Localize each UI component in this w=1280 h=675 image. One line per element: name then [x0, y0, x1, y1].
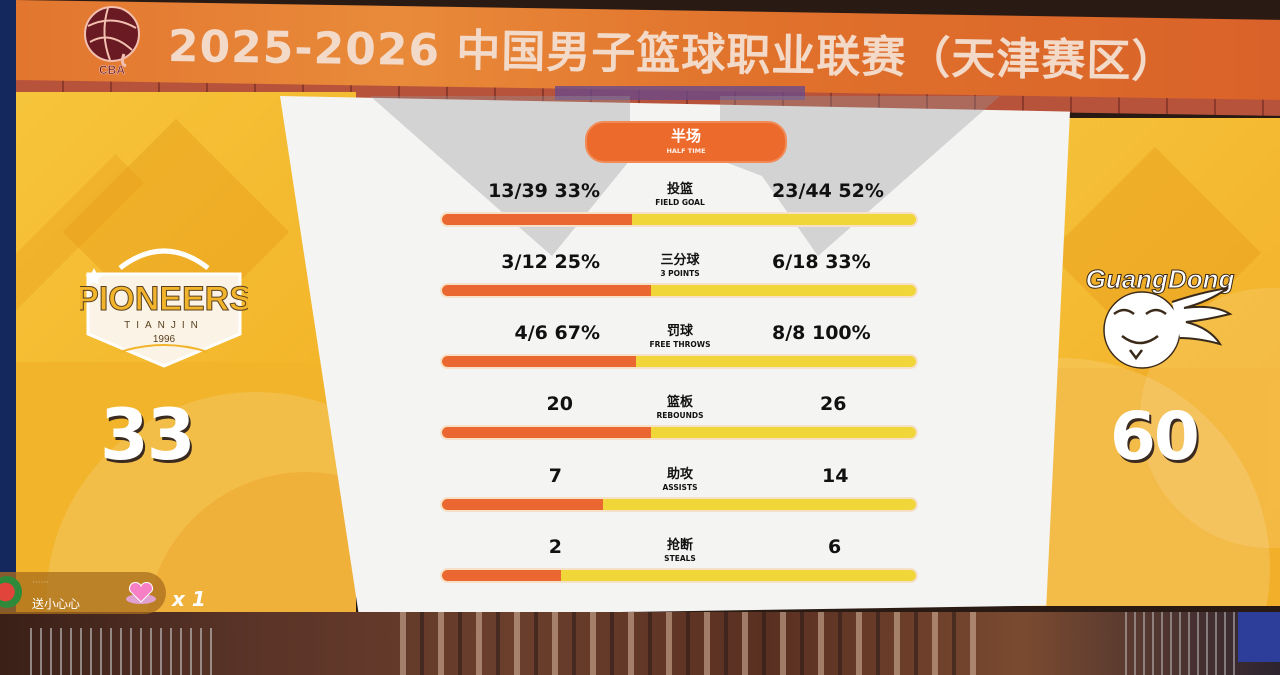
svg-text:PIONEERS: PIONEERS: [80, 280, 248, 318]
gift-username: ······: [32, 578, 50, 588]
away-stat-value: 8/8 100%: [772, 322, 871, 344]
comparison-bar: [442, 427, 916, 438]
comparison-bar: [442, 214, 916, 225]
home-bar-fill: [442, 356, 637, 367]
home-score: 33: [100, 394, 195, 476]
home-bar-fill: [442, 214, 632, 225]
bench-players-photo: [400, 612, 990, 675]
heart-gift-icon: [126, 581, 156, 604]
period-label-en: HALF TIME: [666, 147, 706, 155]
pioneers-logo-icon: PIONEERS TIANJIN 1996: [80, 248, 248, 368]
period-label-cn: 半场: [670, 127, 701, 145]
svg-text:CBA: CBA: [99, 63, 125, 76]
svg-text:1996: 1996: [153, 334, 176, 345]
home-bar-fill: [442, 499, 604, 510]
home-bar-fill: [442, 427, 651, 438]
screen-edge: [0, 0, 16, 675]
stat-row-steals: 2 抢断 STEALS 6: [442, 536, 918, 596]
gift-count: x 1: [172, 587, 206, 611]
arena-sign: [1238, 612, 1280, 662]
home-stat-value: 3/12 25%: [501, 251, 600, 273]
stat-row-assists: 7 助攻 ASSISTS 14: [442, 465, 918, 525]
away-stat-value: 6: [828, 536, 842, 558]
stat-label: 助攻 ASSISTS: [662, 467, 698, 492]
away-stat-value: 14: [822, 465, 849, 487]
svg-text:GuangDong: GuangDong: [1086, 264, 1235, 294]
home-stat-value: 2: [548, 536, 562, 558]
fence-photo: [30, 628, 220, 675]
away-stat-value: 6/18 33%: [772, 251, 871, 273]
wall-accent: [555, 86, 805, 100]
away-score: 60: [1110, 398, 1200, 475]
guangdong-logo-icon: GuangDong: [1085, 264, 1235, 369]
home-stat-value: 4/6 67%: [514, 322, 600, 344]
comparison-bar: [442, 285, 916, 296]
stat-row-rebounds: 20 篮板 REBOUNDS 26: [442, 393, 918, 453]
stat-row-3-points: 3/12 25% 三分球 3 POINTS 6/18 33%: [442, 251, 918, 311]
home-bar-fill: [442, 570, 561, 581]
home-stat-value: 20: [546, 393, 573, 415]
cba-logo-icon: CBA: [84, 6, 140, 76]
fence-photo: [1125, 612, 1235, 675]
away-stat-value: 26: [820, 393, 847, 415]
stat-label: 抢断 STEALS: [664, 538, 696, 563]
stat-label: 三分球 3 POINTS: [660, 253, 700, 278]
stat-row-field-goal: 13/39 33% 投篮 FIELD GOAL 23/44 52%: [442, 180, 918, 240]
stat-label: 篮板 REBOUNDS: [656, 395, 704, 420]
stat-row-free-throws: 4/6 67% 罚球 FREE THROWS 8/8 100%: [442, 322, 918, 382]
period-badge: 半场 HALF TIME: [585, 121, 787, 163]
home-stat-value: 7: [548, 465, 562, 487]
comparison-bar: [442, 570, 916, 581]
home-bar-fill: [442, 285, 651, 296]
gift-action: 送小心心: [32, 597, 81, 611]
away-stat-value: 23/44 52%: [772, 180, 884, 202]
svg-text:TIANJIN: TIANJIN: [124, 320, 204, 331]
stat-label: 投篮 FIELD GOAL: [655, 182, 705, 207]
avatar[interactable]: [0, 576, 22, 608]
stats-card: 半场 HALF TIME 13/39 33% 投篮 FIELD GOAL 23/4…: [280, 96, 1070, 616]
comparison-bar: [442, 499, 916, 510]
stat-label: 罚球 FREE THROWS: [649, 324, 711, 349]
home-stat-value: 13/39 33%: [488, 180, 600, 202]
comparison-bar: [442, 356, 916, 367]
